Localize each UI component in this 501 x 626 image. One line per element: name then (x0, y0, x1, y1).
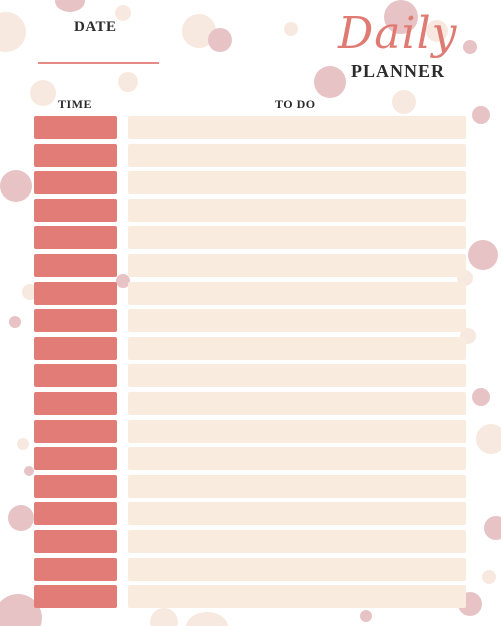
time-cell[interactable] (34, 116, 117, 139)
decor-bubble (8, 505, 34, 531)
decor-bubble (484, 516, 501, 540)
decor-bubble (17, 438, 29, 450)
planner-row (34, 116, 466, 140)
planner-row (34, 199, 466, 223)
planner-row (34, 226, 466, 250)
decor-bubble (426, 20, 448, 42)
decor-bubble (392, 90, 416, 114)
time-cell[interactable] (34, 420, 117, 443)
time-cell[interactable] (34, 282, 117, 305)
planner-row (34, 392, 466, 416)
decor-bubble (463, 40, 477, 54)
planner-row (34, 254, 466, 278)
decor-bubble (24, 466, 34, 476)
time-cell[interactable] (34, 447, 117, 470)
todo-cell[interactable] (128, 171, 466, 194)
todo-cell[interactable] (128, 282, 466, 305)
time-cell[interactable] (34, 475, 117, 498)
todo-cell[interactable] (128, 558, 466, 581)
decor-bubble (118, 72, 138, 92)
todo-cell[interactable] (128, 144, 466, 167)
time-cell[interactable] (34, 309, 117, 332)
decor-bubble (482, 570, 496, 584)
planner-row (34, 171, 466, 195)
planner-row (34, 502, 466, 526)
todo-cell[interactable] (128, 392, 466, 415)
time-cell[interactable] (34, 502, 117, 525)
planner-row (34, 420, 466, 444)
time-cell[interactable] (34, 558, 117, 581)
time-cell[interactable] (34, 171, 117, 194)
planner-row (34, 447, 466, 471)
time-cell[interactable] (34, 144, 117, 167)
planner-row (34, 144, 466, 168)
todo-cell[interactable] (128, 226, 466, 249)
planner-row (34, 364, 466, 388)
time-cell[interactable] (34, 254, 117, 277)
time-cell[interactable] (34, 392, 117, 415)
todo-cell[interactable] (128, 254, 466, 277)
todo-column-header: TO DO (275, 97, 316, 111)
time-cell[interactable] (34, 337, 117, 360)
decor-bubble (472, 388, 490, 406)
decor-bubble (284, 22, 298, 36)
decor-bubble (0, 12, 26, 52)
decor-bubble (150, 608, 178, 626)
decor-bubble (30, 80, 56, 106)
title-daily: Daily (338, 8, 458, 59)
time-cell[interactable] (34, 199, 117, 222)
todo-cell[interactable] (128, 420, 466, 443)
decor-bubble (116, 274, 130, 288)
time-cell[interactable] (34, 364, 117, 387)
date-label: DATE (74, 19, 117, 35)
planner-row (34, 282, 466, 306)
decor-bubble (208, 28, 232, 52)
date-line (38, 62, 159, 64)
todo-cell[interactable] (128, 199, 466, 222)
decor-bubble (186, 612, 228, 626)
todo-cell[interactable] (128, 447, 466, 470)
planner-row (34, 475, 466, 499)
decor-bubble (115, 5, 131, 21)
decor-bubble (472, 106, 490, 124)
decor-bubble (55, 0, 85, 12)
planner-row (34, 337, 466, 361)
decor-bubble (314, 66, 346, 98)
planner-row (34, 558, 466, 582)
planner-row (34, 585, 466, 609)
planner-row (34, 309, 466, 333)
todo-cell[interactable] (128, 116, 466, 139)
todo-cell[interactable] (128, 530, 466, 553)
title-planner: PLANNER (351, 61, 446, 81)
todo-cell[interactable] (128, 309, 466, 332)
decor-bubble (360, 610, 372, 622)
decor-bubble (0, 170, 32, 202)
decor-bubble (384, 0, 418, 34)
todo-cell[interactable] (128, 502, 466, 525)
todo-cell[interactable] (128, 585, 466, 608)
time-column-header: TIME (58, 97, 93, 111)
time-cell[interactable] (34, 585, 117, 608)
time-cell[interactable] (34, 226, 117, 249)
decor-bubble (468, 240, 498, 270)
todo-cell[interactable] (128, 337, 466, 360)
time-cell[interactable] (34, 530, 117, 553)
decor-bubble (9, 316, 21, 328)
decor-bubble (476, 424, 501, 454)
todo-cell[interactable] (128, 475, 466, 498)
todo-cell[interactable] (128, 364, 466, 387)
planner-row (34, 530, 466, 554)
